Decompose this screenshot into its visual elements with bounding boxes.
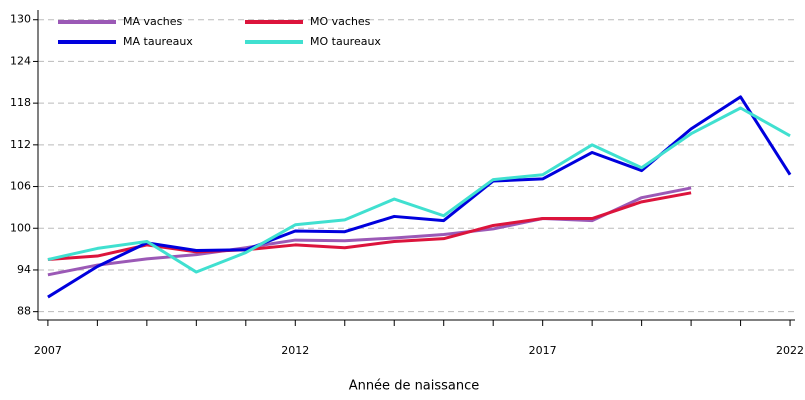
x-tick-label: 2012 [281,344,309,357]
y-tick-label: 118 [10,96,31,109]
y-tick-label: 106 [10,180,31,193]
x-tick-label: 2017 [529,344,557,357]
y-tick-label: 124 [10,54,31,67]
y-tick-label: 130 [10,13,31,26]
y-tick-label: 112 [10,138,31,151]
x-tick-label: 2022 [776,344,804,357]
x-axis-label: Année de naissance [349,379,480,394]
legend-label: MA vaches [123,15,183,28]
y-tick-label: 88 [17,305,31,318]
series-line [47,186,692,277]
series-line [47,106,791,274]
legend-label: MA taureaux [123,35,193,48]
y-tick-label: 94 [17,263,31,276]
y-tick-label: 100 [10,221,31,234]
legend-label: MO vaches [310,15,371,28]
series-line [47,95,792,299]
series-line [47,191,692,262]
x-tick-label: 2007 [34,344,62,357]
legend-label: MO taureaux [310,35,381,48]
